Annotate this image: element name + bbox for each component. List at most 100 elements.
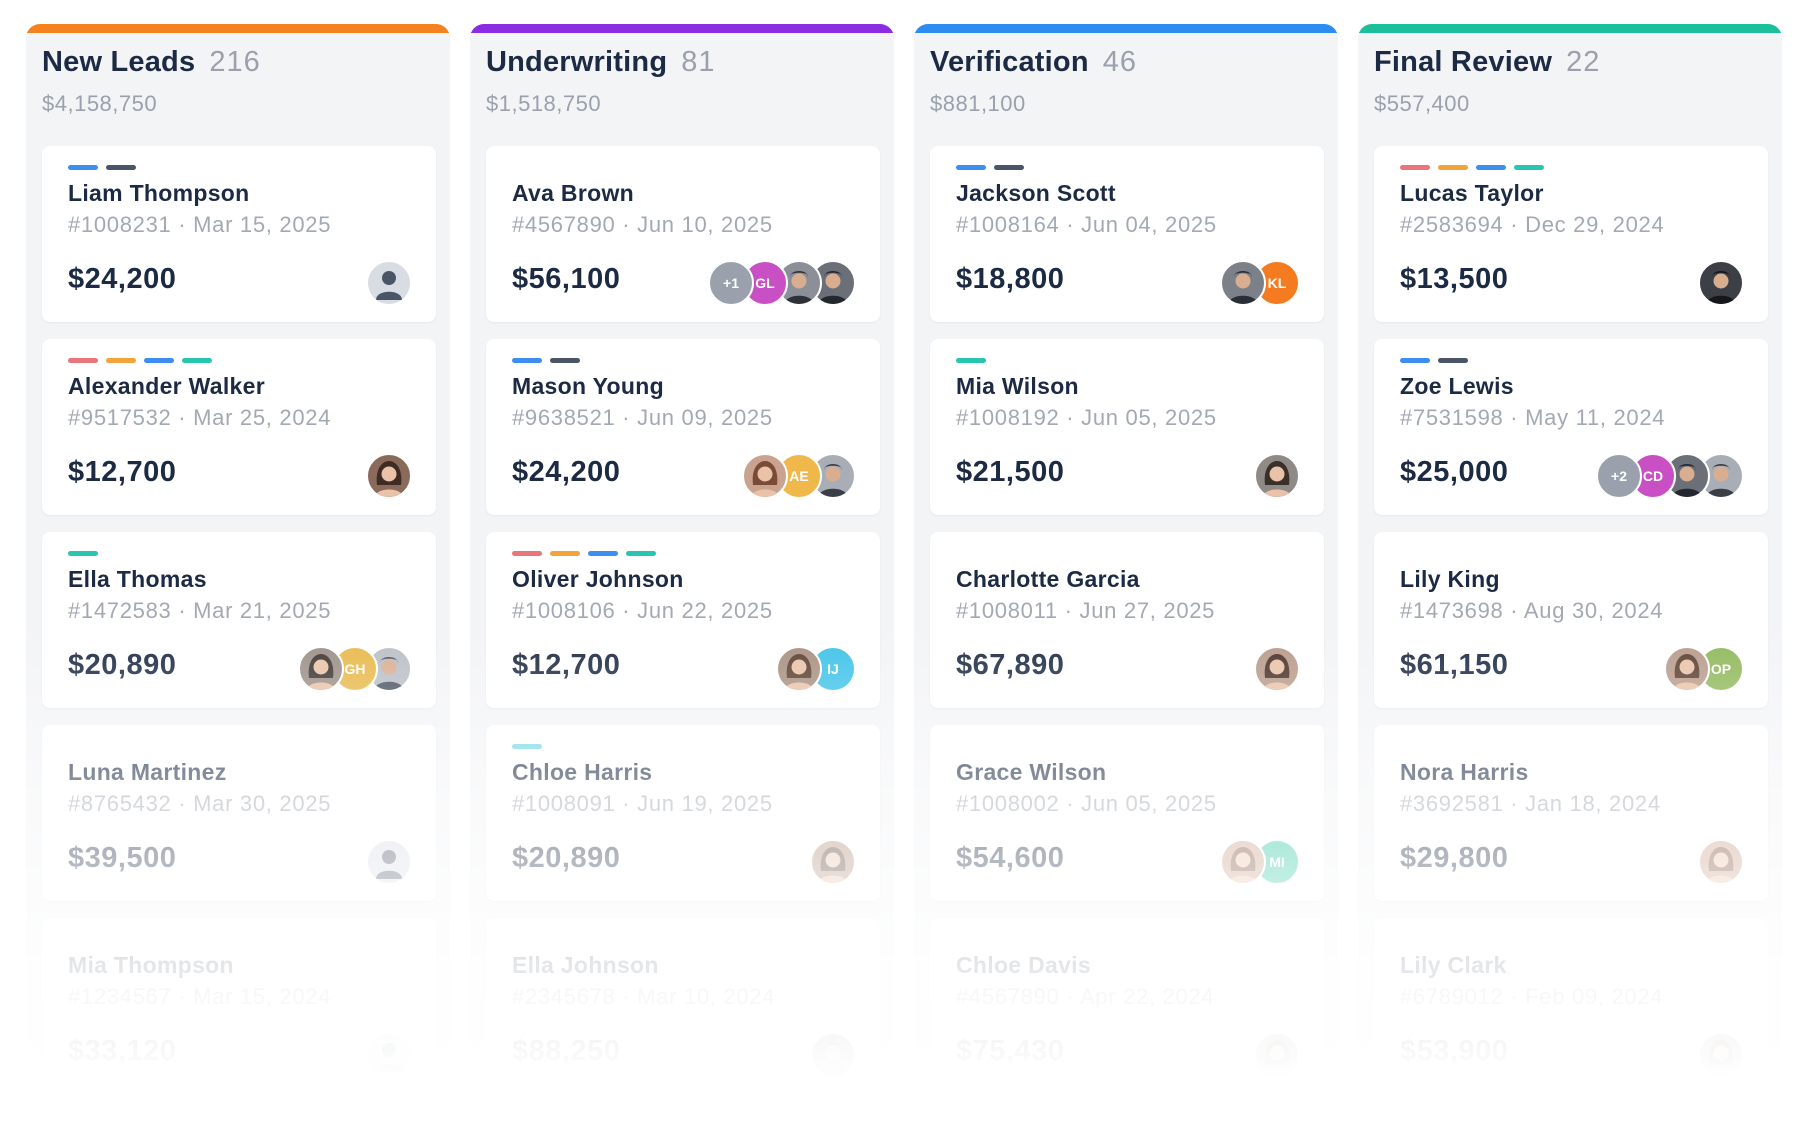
photo-woman-icon[interactable] — [810, 839, 856, 885]
deal-card[interactable]: Ella Johnson #2345678 · Mar 10, 2024 $88,2… — [486, 918, 880, 1094]
deal-id-date: #9517532 · Mar 25, 2024 — [68, 405, 332, 430]
avatar-initials[interactable]: +1 — [708, 260, 754, 306]
assignee-avatars[interactable] — [1254, 453, 1300, 499]
label-tag — [68, 551, 98, 556]
deal-amount: $56,100 — [512, 263, 621, 295]
deal-card[interactable]: Chloe Harris #1008091 · Jun 19, 2025 $20,8… — [486, 725, 880, 901]
assignee-avatars[interactable] — [366, 839, 412, 885]
assignee-avatars[interactable] — [366, 1032, 412, 1078]
deal-card[interactable]: Mason Young #9638521 · Jun 09, 2025 $24,20… — [486, 339, 880, 515]
photo-man-icon[interactable] — [810, 1032, 856, 1078]
deal-card[interactable]: Ella Thomas #1472583 · Mar 21, 2025 $20,89… — [42, 532, 436, 708]
column-count: 46 — [1102, 46, 1137, 78]
deal-id-date: #7531598 · May 11, 2024 — [1400, 405, 1666, 430]
deal-card[interactable]: Lucas Taylor #2583694 · Dec 29, 2024 $13,5… — [1374, 146, 1768, 322]
client-name: Chloe Harris — [512, 759, 653, 785]
column-count: 81 — [681, 46, 716, 78]
photo-woman-icon[interactable] — [742, 453, 788, 499]
client-name: Liam Thompson — [68, 180, 250, 206]
column-count: 22 — [1566, 46, 1601, 78]
deal-amount: $24,200 — [512, 456, 621, 488]
label-tags — [1400, 358, 1468, 363]
column-title: Final Review — [1374, 46, 1553, 78]
photo-woman-icon[interactable] — [1698, 839, 1744, 885]
deal-id-date: #1472583 · Mar 21, 2025 — [68, 598, 332, 623]
kanban-board: New Leads 216 $4,158,750 Liam Thompson #1008… — [26, 24, 1786, 1124]
deal-amount: $25,000 — [1400, 456, 1509, 488]
deal-amount: $54,600 — [956, 842, 1065, 874]
photo-woman-icon[interactable] — [1220, 839, 1266, 885]
client-name: Lily Clark — [1400, 952, 1507, 978]
deal-card[interactable]: Lily King #1473698 · Aug 30, 2024 $61,150 O… — [1374, 532, 1768, 708]
deal-card[interactable]: Jackson Scott #1008164 · Jun 04, 2025 $18,… — [930, 146, 1324, 322]
deal-card[interactable]: Liam Thompson #1008231 · Mar 15, 2025 $24,… — [42, 146, 436, 322]
deal-amount: $75,430 — [956, 1035, 1065, 1067]
deal-card[interactable]: Alexander Walker #9517532 · Mar 25, 2024 $… — [42, 339, 436, 515]
deal-card[interactable]: Chloe Davis #4567890 · Apr 22, 2024 $75,43… — [930, 918, 1324, 1094]
label-tag — [106, 358, 136, 363]
photo-woman-icon[interactable] — [1254, 453, 1300, 499]
photo-woman-icon[interactable] — [366, 453, 412, 499]
label-tag — [1400, 358, 1430, 363]
deal-card[interactable]: Charlotte Garcia #1008011 · Jun 27, 2025 $… — [930, 532, 1324, 708]
photo-woman-icon[interactable] — [1664, 646, 1710, 692]
deal-card[interactable]: Nora Harris #3692581 · Jan 18, 2024 $29,80… — [1374, 725, 1768, 901]
generic-person-icon[interactable] — [366, 1032, 412, 1078]
deal-amount: $53,900 — [1400, 1035, 1509, 1067]
photo-woman-icon[interactable] — [298, 646, 344, 692]
assignee-avatars[interactable]: KL — [1220, 260, 1300, 306]
assignee-avatars[interactable]: GL +1 — [708, 260, 856, 306]
column-count: 216 — [209, 46, 261, 78]
assignee-avatars[interactable]: IJ — [776, 646, 856, 692]
assignee-avatars[interactable] — [366, 453, 412, 499]
deal-card[interactable]: Grace Wilson #1008002 · Jun 05, 2025 $54,6… — [930, 725, 1324, 901]
label-tag — [106, 165, 136, 170]
label-tag — [68, 165, 98, 170]
column-color-bar — [1358, 24, 1782, 33]
photo-woman-icon[interactable] — [776, 646, 822, 692]
deal-amount: $33,120 — [68, 1035, 177, 1067]
client-name: Ava Brown — [512, 180, 634, 206]
photo-woman-icon[interactable] — [1254, 1032, 1300, 1078]
deal-card[interactable]: Mia Thompson #1234567 · Mar 15, 2024 $33,1… — [42, 918, 436, 1094]
deal-card[interactable]: Mia Wilson #1008192 · Jun 05, 2025 $21,500 — [930, 339, 1324, 515]
label-tag — [956, 165, 986, 170]
deal-card[interactable]: Luna Martinez #8765432 · Mar 30, 2025 $39,… — [42, 725, 436, 901]
column-total: $557,400 — [1374, 91, 1470, 116]
assignee-avatars[interactable] — [1698, 1032, 1744, 1078]
photo-woman-icon[interactable] — [1254, 646, 1300, 692]
client-name: Lily King — [1400, 566, 1500, 592]
client-name: Charlotte Garcia — [956, 566, 1140, 592]
assignee-avatars[interactable]: GH — [298, 646, 412, 692]
assignee-avatars[interactable] — [1254, 646, 1300, 692]
deal-amount: $67,890 — [956, 649, 1065, 681]
assignee-avatars[interactable]: AE — [742, 453, 856, 499]
deal-card[interactable]: Oliver Johnson #1008106 · Jun 22, 2025 $12… — [486, 532, 880, 708]
generic-person-icon[interactable] — [366, 839, 412, 885]
generic-person-icon[interactable] — [366, 260, 412, 306]
assignee-avatars[interactable] — [1698, 839, 1744, 885]
assignee-avatars[interactable] — [1698, 260, 1744, 306]
assignee-avatars[interactable]: CD +2 — [1596, 453, 1744, 499]
label-tag — [1476, 165, 1506, 170]
assignee-avatars[interactable] — [810, 839, 856, 885]
assignee-avatars[interactable] — [810, 1032, 856, 1078]
client-name: Oliver Johnson — [512, 566, 684, 592]
client-name: Chloe Davis — [956, 952, 1091, 978]
assignee-avatars[interactable]: MI — [1220, 839, 1300, 885]
column-final-review: Final Review 22 $557,400 Lucas Taylor #25836… — [1358, 24, 1782, 1124]
deal-id-date: #1008192 · Jun 05, 2025 — [956, 405, 1217, 430]
photo-man-icon[interactable] — [1698, 260, 1744, 306]
deal-card[interactable]: Zoe Lewis #7531598 · May 11, 2024 $25,000 C… — [1374, 339, 1768, 515]
assignee-avatars[interactable]: OP — [1664, 646, 1744, 692]
photo-woman-icon[interactable] — [1698, 1032, 1744, 1078]
deal-amount: $24,200 — [68, 263, 177, 295]
deal-card[interactable]: Lily Clark #6789012 · Feb 09, 2024 $53,900 — [1374, 918, 1768, 1094]
label-tags — [68, 358, 212, 363]
deal-card[interactable]: Ava Brown #4567890 · Jun 10, 2025 $56,100 G… — [486, 146, 880, 322]
assignee-avatars[interactable] — [366, 260, 412, 306]
avatar-initials[interactable]: +2 — [1596, 453, 1642, 499]
photo-man-icon[interactable] — [1220, 260, 1266, 306]
deal-id-date: #1008231 · Mar 15, 2025 — [68, 212, 332, 237]
assignee-avatars[interactable] — [1254, 1032, 1300, 1078]
